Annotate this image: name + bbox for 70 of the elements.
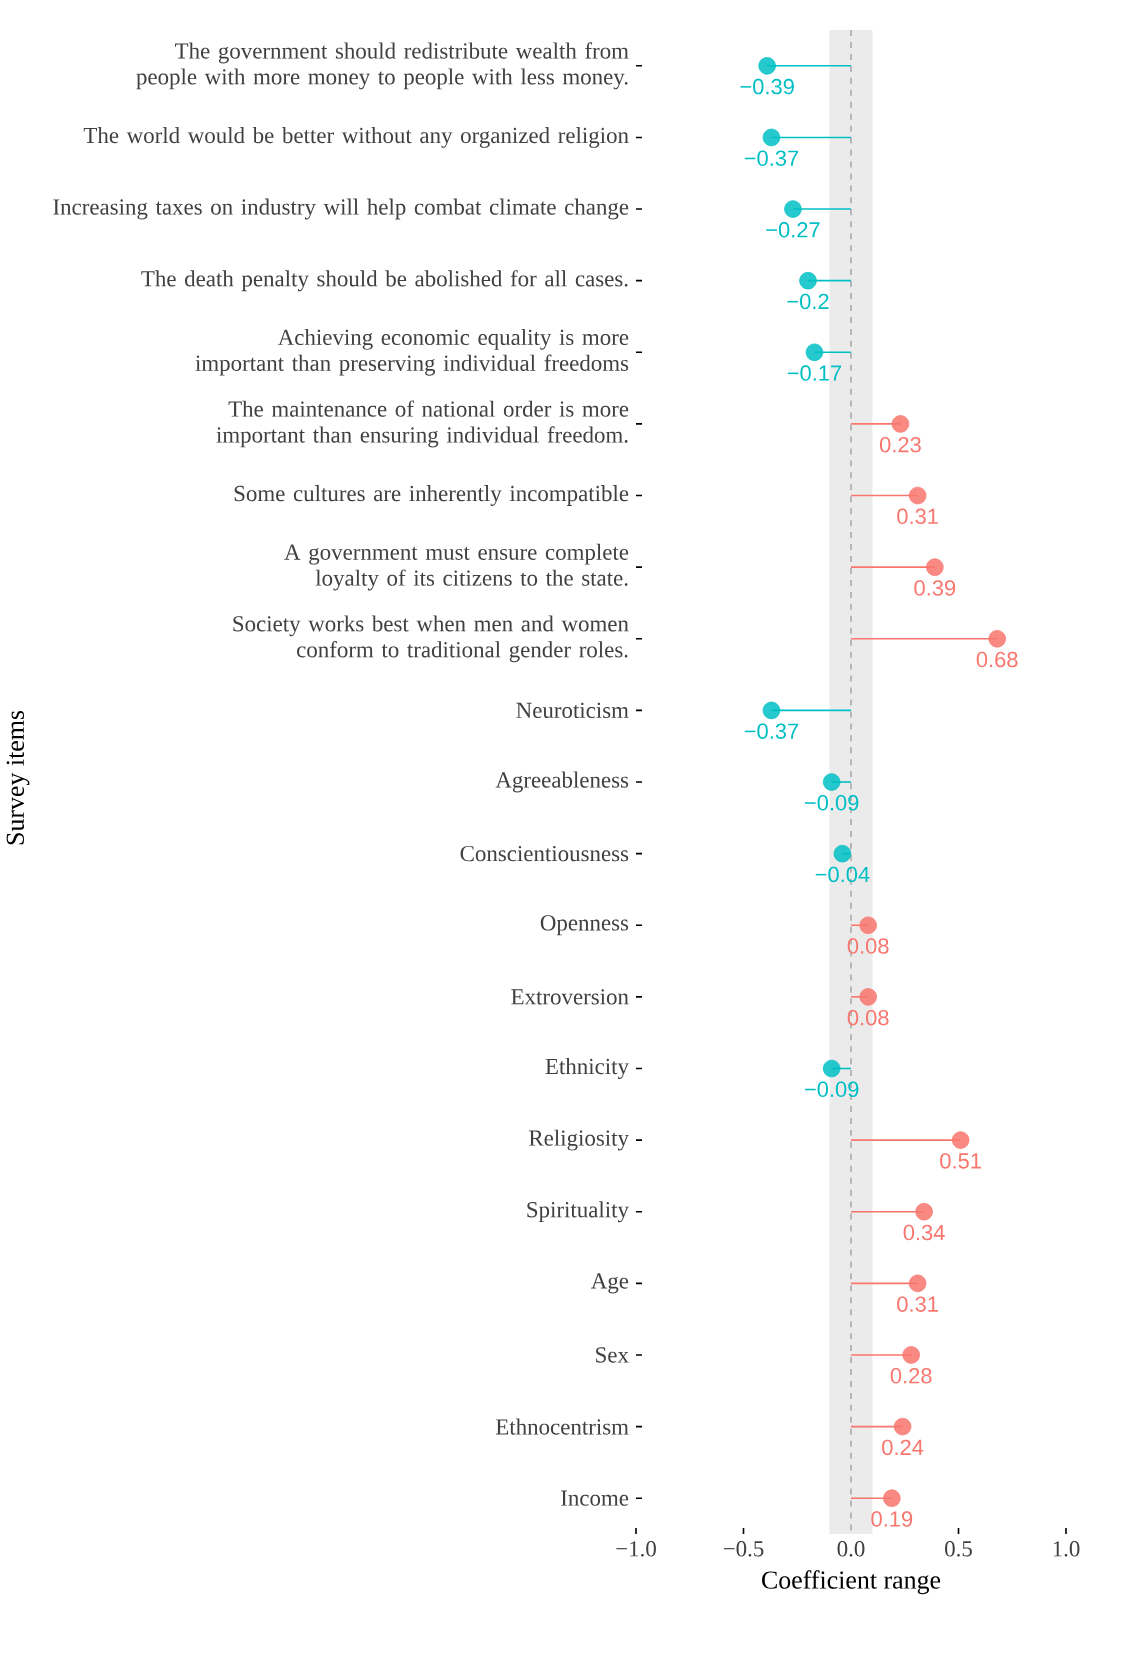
y-tick-label: Extroversion [511, 989, 629, 1005]
y-tick-label: The government should redistribute wealth from people with more money to people with less money. [136, 42, 629, 90]
point [784, 200, 802, 218]
y-tick-label: Agreeableness [495, 771, 629, 793]
y-tick-label: A government must ensure complete loyalty of its citizens to the state. [284, 543, 629, 591]
data-label: −0.37 [744, 723, 799, 739]
y-tick-label: Age [591, 1273, 629, 1294]
point [758, 57, 776, 75]
point [822, 773, 841, 791]
x-tick-label: −1.0 [616, 1541, 656, 1557]
data-label: −0.09 [805, 795, 859, 811]
point [859, 916, 877, 935]
y-tick-label: Ethnocentrism [495, 1418, 629, 1435]
point [893, 1417, 912, 1436]
data-label: 0.31 [897, 508, 938, 525]
data-label: −0.09 [805, 1081, 859, 1098]
data-label: 0.39 [914, 580, 956, 596]
data-label: 0.24 [882, 1439, 924, 1456]
x-tick-label: 0.0 [837, 1541, 865, 1557]
point [762, 128, 781, 147]
y-tick-label: The world would be better without any organized religion [83, 127, 629, 148]
data-label: 0.19 [871, 1511, 913, 1527]
point [902, 1346, 920, 1364]
y-tick-label: Ethnicity [545, 1058, 629, 1079]
y-tick-label: Conscientiousness [460, 845, 629, 862]
data-label: −0.37 [744, 150, 799, 166]
data-label: −0.2 [787, 293, 829, 310]
data-label: −0.39 [740, 78, 794, 95]
point [908, 1274, 927, 1293]
point [915, 1202, 933, 1221]
data-label: −0.17 [787, 365, 842, 381]
data-label: 0.31 [897, 1296, 938, 1312]
point [926, 558, 944, 576]
y-tick-label: Neuroticism [516, 702, 629, 719]
point [951, 1131, 970, 1149]
data-label: 0.08 [847, 1009, 889, 1026]
y-tick-label: Openness [540, 915, 629, 936]
point [883, 1489, 901, 1507]
point [859, 988, 877, 1006]
y-axis-title: Survey items [6, 710, 30, 845]
y-tick-label: Religiosity [529, 1129, 629, 1151]
y-tick-label: The maintenance of national order is more important than ensuring individual freedom. [216, 400, 629, 448]
x-tick-label: −0.5 [723, 1541, 764, 1557]
data-label: 0.51 [940, 1153, 981, 1169]
x-tick-label: 1.0 [1053, 1541, 1080, 1557]
y-tick-label: Achieving economic equality is more important than preserving individual freedoms [195, 328, 629, 376]
point [891, 415, 910, 433]
x-axis-title: Coefficient range [762, 1570, 941, 1595]
point [833, 844, 852, 863]
y-tick-label: Spirituality [527, 1201, 629, 1223]
data-label: −0.04 [815, 866, 870, 883]
data-label: 0.23 [879, 436, 921, 453]
point [762, 701, 781, 720]
data-label: 0.08 [847, 938, 889, 954]
y-tick-label: Sex [596, 1347, 629, 1363]
data-label: 0.68 [976, 651, 1018, 668]
data-label: 0.28 [890, 1368, 932, 1384]
point [805, 343, 824, 362]
y-tick-label: Increasing taxes on industry will help combat climate change [53, 198, 629, 220]
point [799, 271, 817, 290]
point [908, 486, 927, 505]
data-label: 0.34 [903, 1224, 945, 1241]
y-tick-label: Some cultures are inherently incompatible [234, 485, 629, 506]
point [988, 630, 1006, 648]
data-label: −0.27 [766, 222, 820, 238]
y-tick-label: The death penalty should be abolished for all cases. [141, 270, 628, 292]
x-tick-label: 0.5 [945, 1541, 972, 1557]
y-tick-label: Society works best when men and women conform to traditional gender roles. [233, 615, 629, 663]
y-tick-label: Income [561, 1490, 629, 1506]
point [822, 1059, 841, 1078]
